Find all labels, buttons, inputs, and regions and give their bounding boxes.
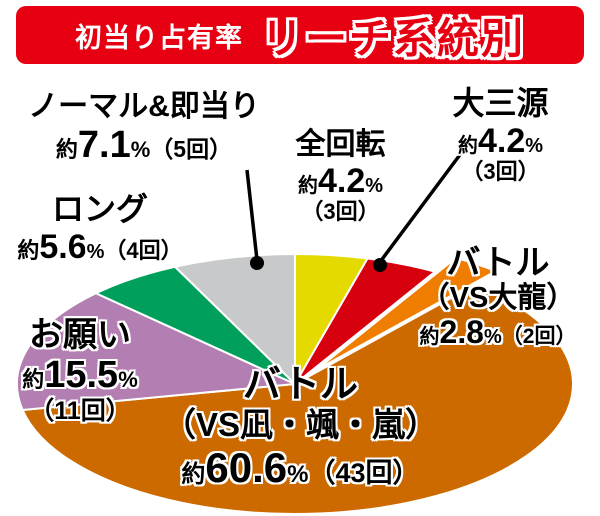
approx-prefix: 約 [181,460,206,488]
page-title: リーチ系統別 [260,14,525,62]
label-onegai-name: お願い [29,316,131,354]
label-battle-main-name2: （VS凪・颯・嵐） [162,405,439,443]
label-daisangen-value: 約4.2% [418,122,583,160]
pie-slice-battle-dairyu [314,256,497,372]
percent-sign: % [130,136,151,162]
percent-value: 15.5 [44,354,119,397]
label-zenkaiten-value: 約4.2% [268,162,413,200]
leader-line-daisangen [378,150,464,264]
pie-slice-onegai [16,292,296,411]
label-onegai-count: （11回） [29,396,131,425]
label-onegai-value: 約15.5% [0,354,160,397]
count-value: （2回） [501,324,577,348]
pie-slice-normal [174,253,296,385]
label-long-value: 約5.6%（4回） [0,228,200,266]
label-daisangen-name: 大三源 [452,85,549,121]
label-battle-main: バトル （VS凪・颯・嵐） 約60.6%（43回） [128,364,473,491]
label-long: ロング 約5.6%（4回） [0,191,200,266]
percent-sign: % [118,367,138,393]
percent-value: 60.6 [205,443,288,491]
label-long-name: ロング [51,191,148,227]
pie-slice-daisangen [294,257,437,385]
approx-prefix: 約 [55,136,78,162]
header-subtitle: 初当り占有率 [74,22,243,53]
label-battle-main-value: 約60.6%（43回） [128,444,473,491]
label-zenkaiten-count: （3回） [301,198,380,224]
approx-prefix: 約 [419,325,440,348]
leader-line-normal [245,169,259,261]
leader-dot-daisangen [373,258,387,272]
approx-prefix: 約 [297,174,318,197]
percent-sign: % [365,174,384,197]
label-zenkaiten: 全回転 約4.2% （3回） [268,128,413,224]
percent-sign: % [287,460,309,488]
approx-prefix: 約 [457,134,478,157]
label-battle-dairyu: バトル （VS大龍） 約2.8%（2回） [398,244,598,350]
leader-lines [245,150,464,272]
percent-value: 7.1 [77,123,131,166]
label-daisangen: 大三源 約4.2% （3回） [418,85,583,185]
percent-sign: % [525,134,544,157]
percent-value: 2.8 [439,313,484,350]
percent-value: 4.2 [317,161,366,200]
count-value: （4回） [104,237,183,263]
header-banner: 初当り占有率 リーチ系統別 [16,6,584,64]
label-daisangen-count: （3回） [461,158,540,184]
label-battle-main-name1: バトル [242,364,359,406]
label-normal-value: 約7.1%（5回） [4,124,284,167]
leader-dot-normal [250,256,264,270]
approx-prefix: 約 [17,237,40,263]
label-battle-dairyu-name2: （VS大龍） [420,282,576,315]
label-battle-dairyu-value: 約2.8%（2回） [398,313,598,351]
count-value: （5回） [150,135,233,162]
pie-slice-battle-main [21,283,574,515]
label-zenkaiten-name: 全回転 [295,128,386,161]
percent-value: 5.6 [39,227,87,266]
label-battle-dairyu-name1: バトル [446,244,550,282]
percent-sign: % [86,240,105,263]
percent-sign: % [484,325,502,348]
percent-value: 4.2 [477,121,526,160]
label-normal: ノーマル&即当り 約7.1%（5回） [4,90,284,166]
label-normal-name: ノーマル&即当り [28,90,260,123]
count-value: （43回） [308,457,420,488]
label-onegai: お願い 約15.5% （11回） [0,316,160,425]
pie-slices [16,253,574,515]
approx-prefix: 約 [22,367,45,393]
